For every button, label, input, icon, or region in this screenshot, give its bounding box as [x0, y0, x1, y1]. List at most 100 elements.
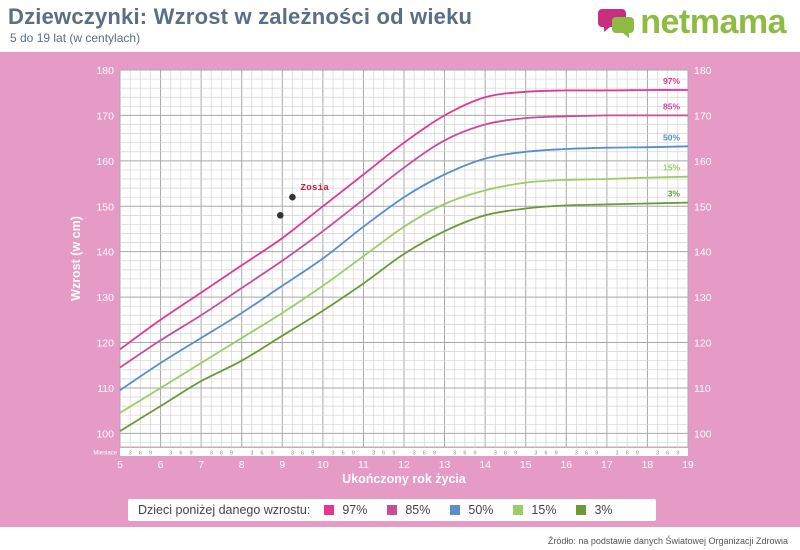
month-tick-label: 9	[514, 451, 517, 457]
legend-item-3: 3%	[576, 503, 613, 517]
month-tick-label: 9	[392, 451, 395, 457]
month-tick-label: 3	[615, 451, 618, 457]
legend-item-15: 15%	[513, 503, 556, 517]
y-tick-label-left: 180	[96, 65, 114, 77]
legend-text-97: 97%	[342, 503, 368, 517]
x-tick-label: 12	[398, 459, 410, 471]
legend-swatch-85	[387, 505, 398, 515]
source-note: Źródło: na podstawie danych Światowej Or…	[547, 536, 788, 546]
x-tick-label: 7	[198, 459, 204, 471]
y-tick-label-left: 120	[96, 338, 114, 350]
month-tick-label: 9	[473, 451, 476, 457]
series-line-50	[119, 145, 689, 391]
month-tick-label: 6	[585, 451, 588, 457]
series-label-15: 15%	[663, 163, 680, 173]
y-tick-label-right: 170	[694, 110, 712, 122]
y-tick-label-right: 140	[694, 247, 712, 259]
month-tick-label: 6	[544, 451, 547, 457]
month-tick-label: 6	[139, 451, 142, 457]
month-tick-label: 6	[342, 451, 345, 457]
logo-text: netmama	[640, 2, 786, 41]
y-tick-label-right: 160	[694, 156, 712, 168]
month-tick-label: 9	[676, 451, 679, 457]
netmama-logo[interactable]: netmama	[598, 2, 786, 42]
month-tick-label: 6	[382, 451, 385, 457]
month-tick-label: 9	[149, 451, 152, 457]
height-percentile-chart: 100 100 110 110 120 120 130 130 140 140 150 150 160 1…	[69, 65, 712, 486]
month-tick-label: 9	[352, 451, 355, 457]
legend-swatch-3	[576, 505, 587, 515]
series-label-3: 3%	[668, 189, 681, 199]
legend-label: Dzieci poniżej danego wzrostu:	[138, 503, 311, 517]
x-tick-label: 15	[520, 459, 532, 471]
month-tick-label: 6	[260, 451, 263, 457]
legend-swatch-15	[513, 505, 524, 515]
month-tick-label: 9	[555, 451, 558, 457]
month-tick-label: 6	[179, 451, 182, 457]
legend-item-97: 97%	[324, 503, 367, 517]
zosia-label: Zosia	[300, 182, 329, 193]
month-tick-label: 6	[504, 451, 507, 457]
legend-swatch-50	[450, 505, 461, 515]
month-tick-label: 6	[626, 451, 629, 457]
month-tick-label: 3	[413, 451, 416, 457]
month-tick-label: 3	[575, 451, 578, 457]
month-tick-label: 9	[311, 451, 314, 457]
y-tick-label-left: 160	[96, 156, 114, 168]
y-axis-title: Wzrost (w cm)	[69, 216, 83, 301]
month-tick-label: 3	[534, 451, 537, 457]
zosia-data-point	[289, 193, 296, 201]
series-label-85: 85%	[663, 101, 680, 111]
y-tick-label-right: 150	[694, 201, 712, 213]
month-tick-label: 6	[463, 451, 466, 457]
legend: Dzieci poniżej danego wzrostu: 97% 85% 5…	[128, 499, 656, 521]
legend-item-50: 50%	[450, 503, 493, 517]
month-tick-label: 3	[291, 451, 294, 457]
series-line-97	[119, 89, 689, 351]
speech-bubbles-icon	[598, 9, 635, 38]
series-label-50: 50%	[663, 132, 680, 142]
month-tick-label: 3	[656, 451, 659, 457]
y-tick-label-right: 120	[694, 338, 712, 350]
y-tick-label-right: 180	[694, 65, 712, 77]
x-axis-title: Ukończony rok życia	[342, 472, 467, 486]
x-tick-label: 18	[642, 459, 654, 471]
month-tick-label: 6	[220, 451, 223, 457]
x-tick-label: 16	[560, 459, 572, 471]
y-tick-label-left: 140	[96, 247, 114, 259]
x-tick-label: 8	[239, 459, 245, 471]
x-tick-label: 11	[358, 459, 369, 471]
y-tick-label-left: 150	[96, 201, 114, 213]
series-line-3	[119, 201, 689, 432]
series-line-85	[119, 114, 688, 369]
month-tick-label: 9	[595, 451, 598, 457]
legend-text-15: 15%	[531, 503, 557, 517]
x-tick-label: 10	[317, 459, 329, 471]
month-tick-label: 3	[494, 451, 497, 457]
x-tick-label: 9	[279, 459, 285, 471]
legend-text-3: 3%	[594, 503, 613, 517]
zosia-data-point	[276, 212, 284, 219]
x-tick-label: 19	[682, 459, 694, 471]
month-tick-label: 3	[331, 451, 334, 457]
y-tick-label-right: 100	[694, 428, 712, 440]
chart-title: Dziewczynki: Wzrost w zależności od wiek…	[8, 4, 473, 29]
chart-subtitle: 5 do 19 lat (w centylach)	[10, 31, 141, 45]
x-tick-label: 14	[479, 459, 491, 471]
y-tick-label-right: 110	[694, 383, 711, 395]
month-tick-label: 3	[453, 451, 456, 457]
month-tick-label: 9	[230, 451, 233, 457]
month-tick-label: 9	[636, 451, 639, 457]
month-strip	[120, 448, 688, 456]
month-tick-label: 9	[271, 451, 274, 457]
y-tick-label-left: 110	[97, 383, 114, 395]
month-tick-label: 3	[210, 451, 213, 457]
series-label-97: 97%	[663, 76, 680, 86]
month-tick-label: 6	[666, 451, 669, 457]
legend-swatch-97	[324, 505, 335, 515]
y-tick-label-right: 130	[694, 292, 712, 304]
month-tick-label: 6	[301, 451, 304, 457]
x-tick-label: 6	[158, 459, 164, 471]
y-tick-label-left: 130	[96, 292, 114, 304]
month-tick-label: 3	[169, 451, 172, 457]
